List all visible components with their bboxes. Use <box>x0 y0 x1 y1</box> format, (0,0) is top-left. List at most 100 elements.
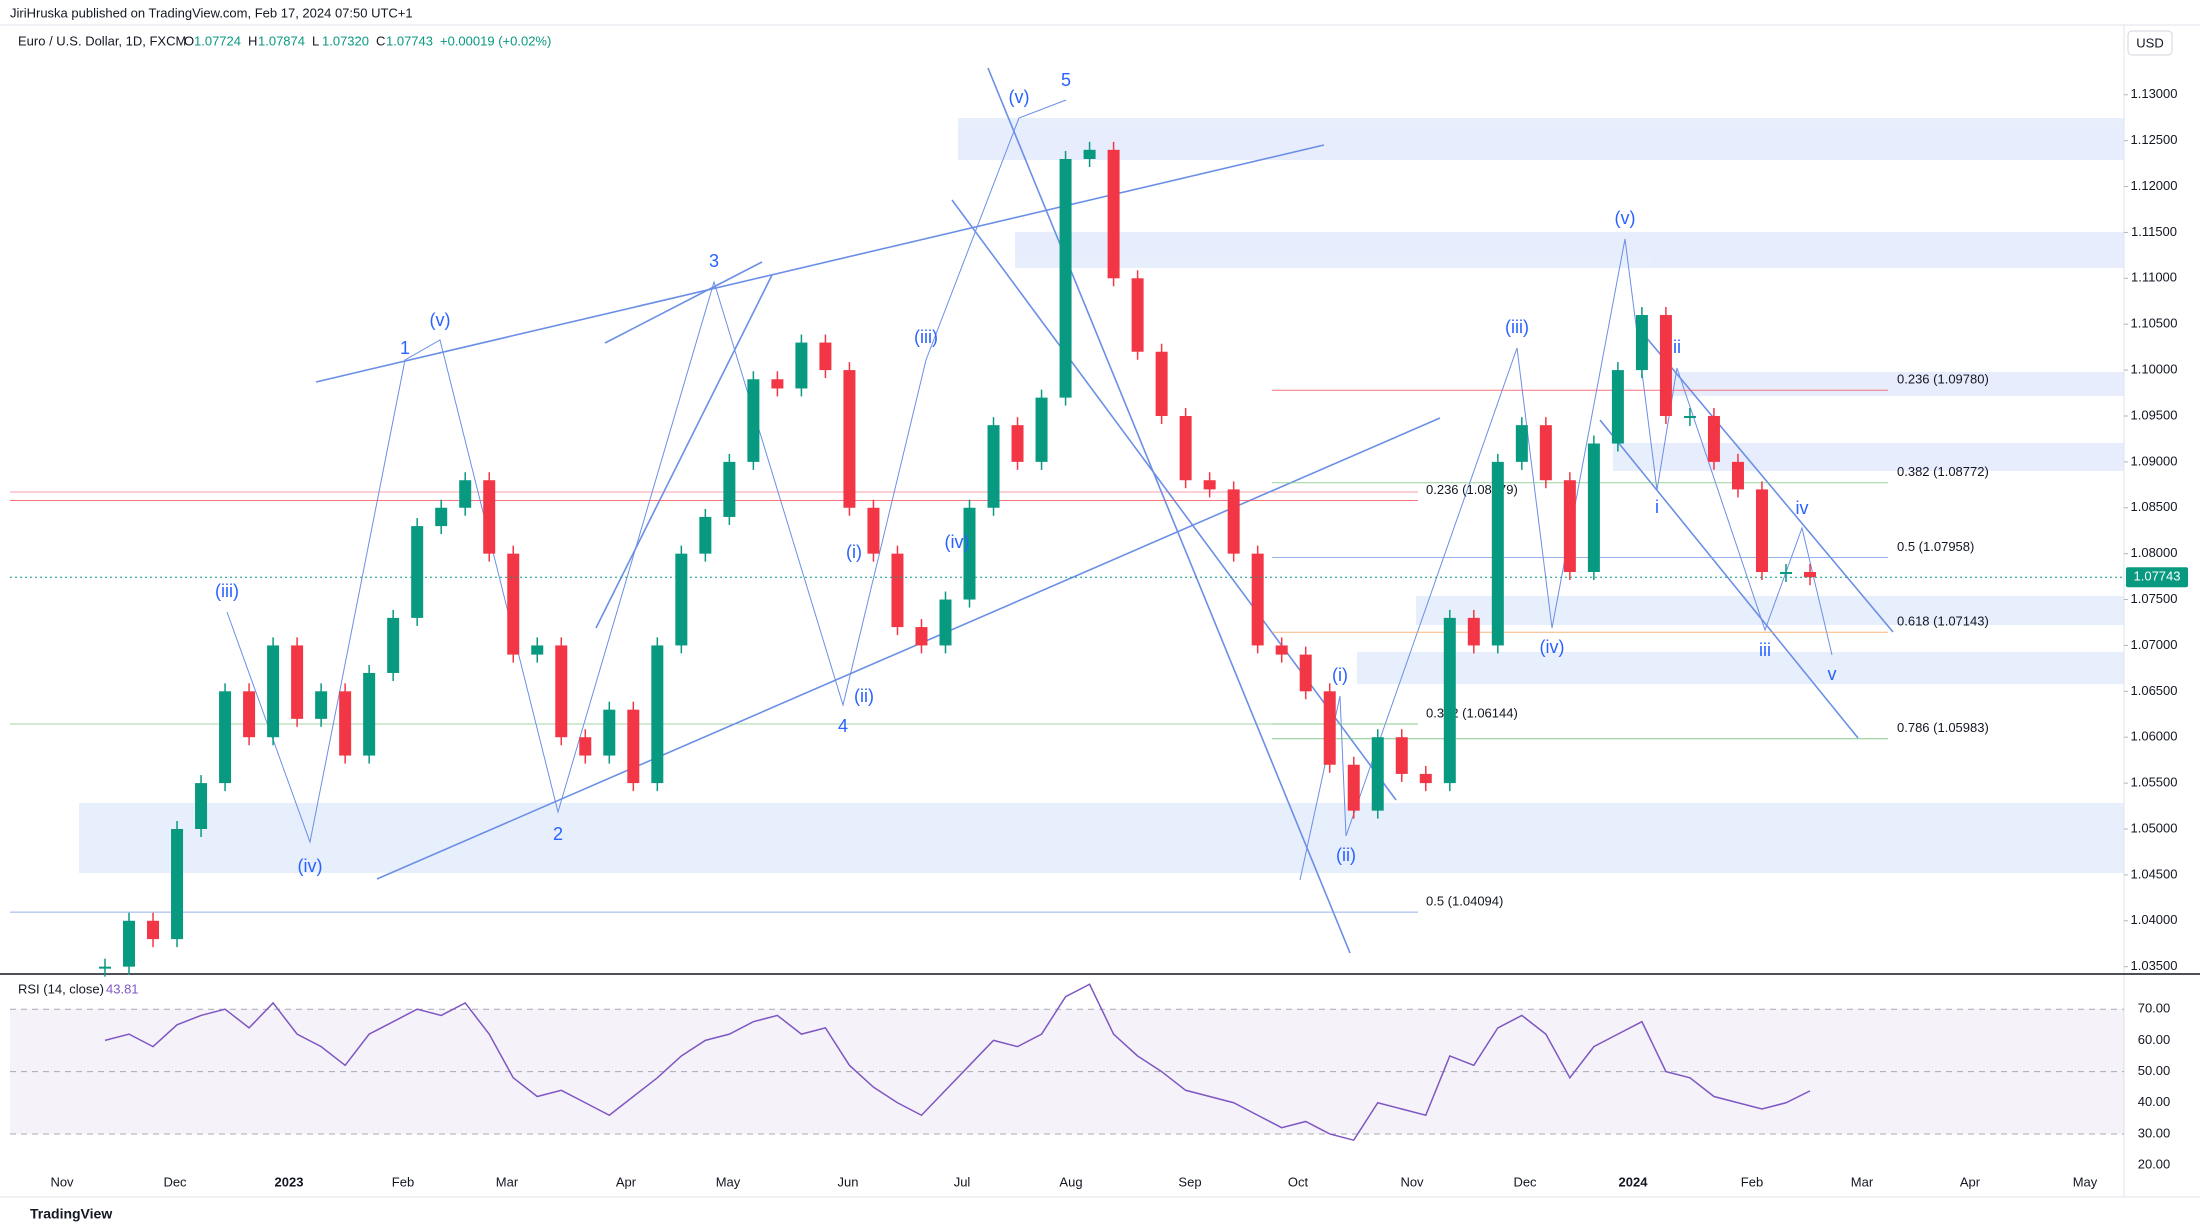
candle <box>555 645 568 738</box>
candle <box>195 783 208 829</box>
candle <box>1323 691 1336 765</box>
fib-label: 0.618 (1.07143) <box>1897 614 1989 629</box>
trendline <box>951 199 1397 801</box>
wave-label: (iii) <box>215 581 239 601</box>
candle <box>843 370 856 508</box>
fib-label: 0.786 (1.05983) <box>1897 720 1989 735</box>
wave-label: (iv) <box>1540 637 1565 657</box>
candle <box>1539 425 1552 481</box>
candle <box>1683 415 1696 418</box>
candle <box>1491 461 1504 646</box>
candle <box>1131 278 1144 352</box>
candle <box>1563 480 1576 573</box>
candle <box>1804 572 1816 578</box>
candle <box>1779 572 1792 575</box>
rsi-tick-label: 20.00 <box>2138 1157 2171 1172</box>
candle <box>339 691 352 756</box>
candle <box>1659 315 1672 416</box>
wave-label: ii <box>1673 337 1681 357</box>
candle <box>219 691 232 784</box>
candle <box>1035 397 1048 462</box>
candle <box>1419 773 1432 784</box>
wave-path <box>1299 238 1833 881</box>
rsi-tick-label: 40.00 <box>2138 1094 2171 1109</box>
candle <box>1227 489 1240 554</box>
currency-box[interactable] <box>2127 30 2173 56</box>
rsi-label: RSI (14, close) <box>18 981 104 996</box>
x-tick-label: Jul <box>954 1174 971 1189</box>
y-tick-label: 1.04000 <box>2131 912 2178 927</box>
trendline <box>595 274 773 629</box>
candle <box>987 425 1000 508</box>
y-tick-label: 1.10000 <box>2131 362 2178 377</box>
wave-label: 3 <box>709 251 719 271</box>
candle <box>1443 617 1456 784</box>
candle <box>963 507 976 600</box>
y-tick-label: 1.07500 <box>2131 591 2178 606</box>
candle <box>1179 415 1192 481</box>
y-tick-label: 1.05500 <box>2131 775 2178 790</box>
header-bar <box>0 0 2200 25</box>
zone <box>1015 232 2124 268</box>
x-tick-label: Sep <box>1178 1174 1201 1189</box>
wave-label: (v) <box>430 310 451 330</box>
last-price-tag <box>2126 567 2188 588</box>
candle <box>483 480 496 554</box>
zone <box>79 803 2124 873</box>
candle <box>891 553 904 628</box>
candle <box>171 828 184 940</box>
zone <box>1665 372 2124 396</box>
candle <box>1059 158 1072 398</box>
candle <box>1299 654 1312 692</box>
wave-label: (i) <box>1332 665 1348 685</box>
trendline <box>315 144 1325 383</box>
y-tick-label: 1.10500 <box>2131 316 2178 331</box>
wave-label: (ii) <box>1336 845 1356 865</box>
x-tick-label: Mar <box>496 1174 519 1189</box>
candle <box>915 627 928 646</box>
candle <box>747 379 760 462</box>
zone <box>1416 596 2124 625</box>
x-tick-label: May <box>716 1174 741 1189</box>
wave-label: (v) <box>1009 87 1030 107</box>
candle <box>147 920 160 940</box>
x-tick-label: Oct <box>1288 1174 1309 1189</box>
legend-text: +0.00019 (+0.02%) <box>440 33 551 48</box>
candle <box>291 645 304 719</box>
candle <box>867 507 880 554</box>
y-tick-label: 1.09000 <box>2131 453 2178 468</box>
x-tick-label: Feb <box>1741 1174 1763 1189</box>
wave-label: (iv) <box>945 532 970 552</box>
wave-label: (iii) <box>914 327 938 347</box>
candle <box>603 709 616 756</box>
footer-bar <box>0 1197 2200 1232</box>
trendline <box>604 261 763 344</box>
candle <box>627 709 640 784</box>
candle <box>723 461 736 517</box>
candle <box>579 737 592 756</box>
legend-text: O <box>184 33 194 48</box>
x-tick-label: Nov <box>1400 1174 1424 1189</box>
y-tick-label: 1.04500 <box>2131 866 2178 881</box>
wave-label: (ii) <box>854 686 874 706</box>
legend-text: C <box>376 33 385 48</box>
trendline <box>1639 329 1894 633</box>
rsi-line <box>104 983 1811 1142</box>
y-tick-label: 1.07000 <box>2131 637 2178 652</box>
candle <box>1275 645 1288 655</box>
y-tick-label: 1.11000 <box>2131 270 2177 285</box>
wave-label: 5 <box>1061 70 1071 90</box>
trendline <box>376 417 1441 880</box>
x-tick-label: Dec <box>163 1174 187 1189</box>
y-tick-label: 1.12000 <box>2131 178 2178 193</box>
zone <box>1357 652 2124 684</box>
candle <box>939 599 952 646</box>
zones <box>79 118 2124 873</box>
candle <box>795 342 808 389</box>
legend-text: Euro / U.S. Dollar, 1D, FXCM <box>18 33 186 48</box>
legend-text: 1.07724 <box>194 33 241 48</box>
candle <box>819 342 832 371</box>
wave-label: 1 <box>400 338 410 358</box>
